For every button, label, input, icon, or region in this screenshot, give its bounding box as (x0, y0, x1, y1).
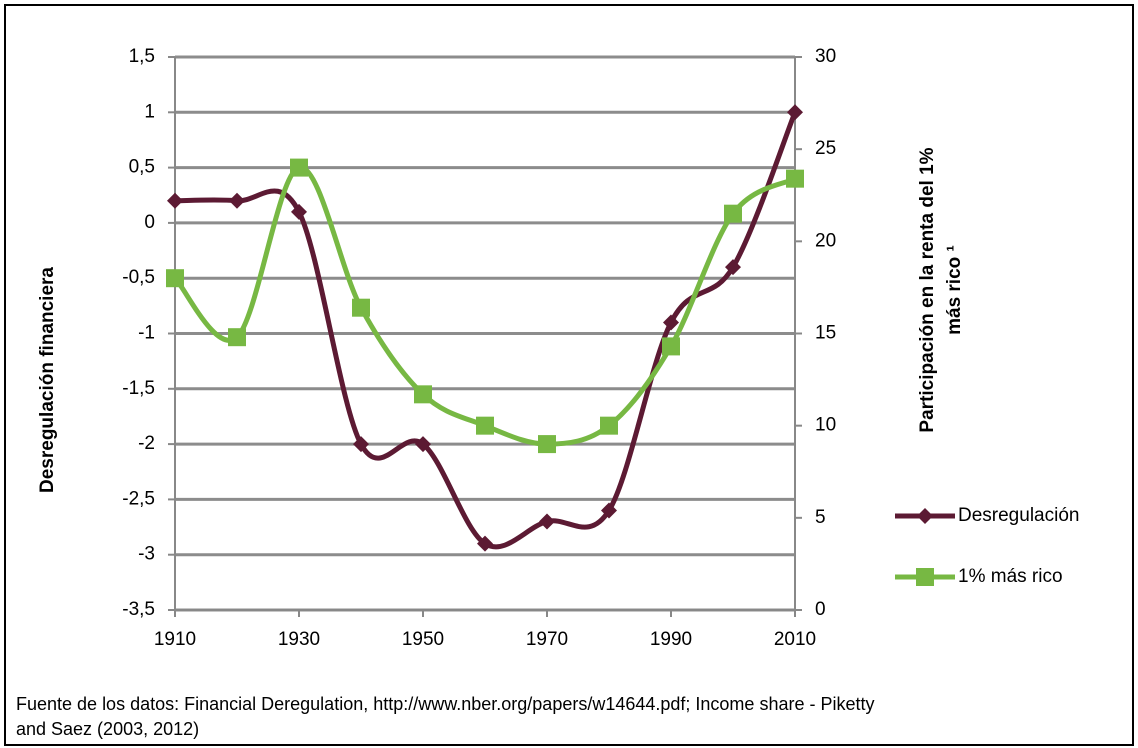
point (477, 535, 493, 552)
x-tick-label: 1950 (402, 629, 444, 650)
y2-tick-label: 30 (815, 46, 836, 67)
y2-axis-title: más rico ¹ (944, 245, 965, 335)
y-tick-label: -3,5 (122, 599, 155, 620)
y-tick-label: -2,5 (122, 488, 155, 509)
y-tick-label: -1,5 (122, 378, 155, 399)
y2-tick-label: 25 (815, 138, 836, 159)
x-tick-label: 1990 (650, 629, 692, 650)
x-tick-label: 2010 (774, 629, 816, 650)
y2-tick-label: 20 (815, 230, 836, 251)
point (600, 416, 618, 435)
legend-label: Desregulación (958, 505, 1079, 526)
point (539, 513, 555, 530)
y-tick-label: -0,5 (122, 267, 155, 288)
point (291, 203, 307, 220)
y2-tick-label: 0 (815, 599, 826, 620)
point (662, 337, 680, 356)
y-tick-label: 1,5 (129, 46, 155, 67)
x-tick-label: 1970 (526, 629, 568, 650)
point (415, 436, 431, 453)
point (167, 192, 183, 209)
point (166, 269, 184, 288)
point (228, 328, 246, 347)
legend-marker (917, 508, 933, 524)
footnote: and Saez (2003, 2012) (16, 719, 199, 739)
point (787, 104, 803, 121)
point (414, 385, 432, 404)
y-tick-label: 0 (144, 212, 155, 233)
y-tick-label: 1 (144, 101, 155, 122)
y-tick-label: -1 (138, 323, 155, 344)
point (601, 502, 617, 519)
point (725, 259, 741, 276)
point (538, 435, 556, 454)
y2-axis-title: Participación en la renta del 1% (917, 147, 938, 432)
point (352, 298, 370, 317)
x-tick-label: 1930 (278, 629, 320, 650)
point (786, 169, 804, 188)
point (353, 436, 369, 453)
x-tick-label: 1910 (154, 629, 196, 650)
footnote: Fuente de los datos: Financial Deregulat… (16, 694, 874, 714)
y-axis-title: Desregulación financiera (37, 267, 58, 493)
y-tick-label: -3 (138, 544, 155, 565)
point (724, 204, 742, 223)
legend-label: 1% más rico (958, 566, 1063, 587)
point (476, 416, 494, 435)
y-tick-label: 0,5 (129, 157, 155, 178)
legend-marker (916, 568, 934, 586)
y2-tick-label: 15 (815, 323, 836, 344)
point (290, 158, 308, 177)
frame (4, 4, 1134, 746)
series-line (174, 111, 798, 550)
y2-tick-label: 10 (815, 415, 836, 436)
point (229, 192, 245, 209)
point (663, 314, 679, 331)
y2-tick-label: 5 (815, 507, 826, 528)
series-line (173, 165, 797, 447)
y-tick-label: -2 (138, 433, 155, 454)
